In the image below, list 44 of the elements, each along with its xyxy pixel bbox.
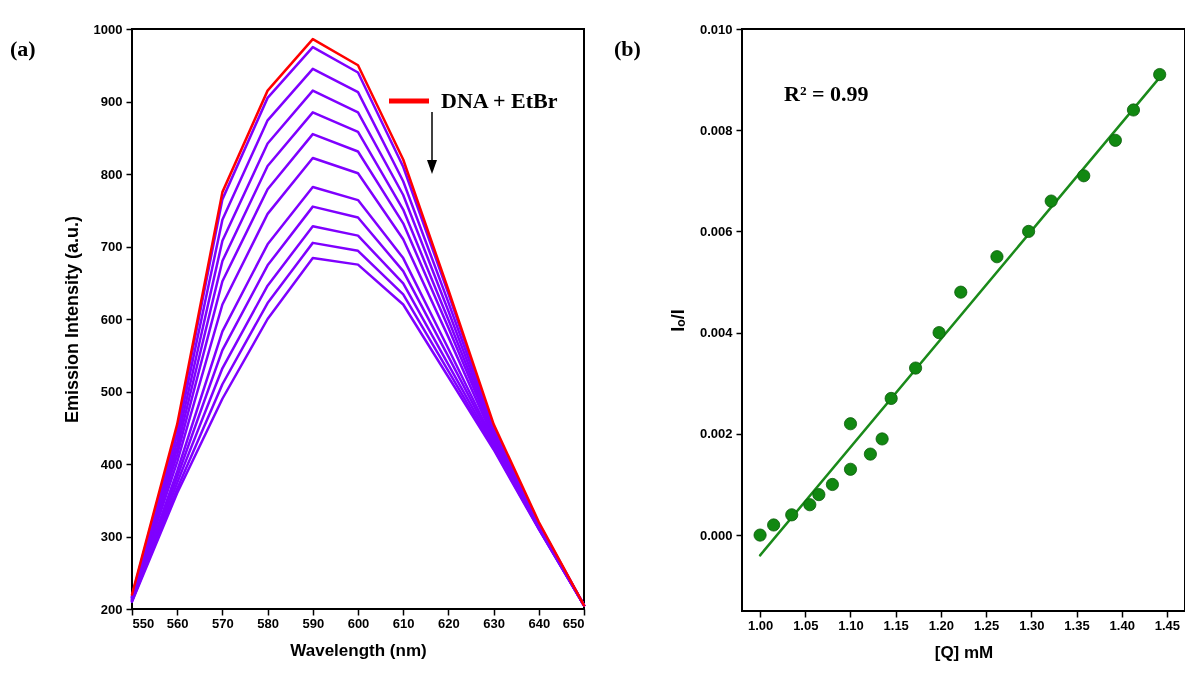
x-tick-label: 600 [347,615,370,631]
y-tick-label: 200 [100,601,123,617]
y-tick-label: 0.004 [699,325,734,341]
x-tick-label: 620 [438,615,460,631]
x-tick-label: 630 [483,615,505,631]
x-axis-title: [Q] mM [934,642,994,662]
x-tick-label: 560 [166,615,189,631]
x-axis-title: Wavelength (nm) [290,640,427,660]
y-tick-label: 0.006 [699,223,733,239]
x-tick-label: 570 [212,615,234,631]
x-tick-label: 1.40 [1109,617,1135,633]
x-tick-label: 1.00 [747,617,774,633]
x-tick-label: 550 [132,615,155,631]
x-tick-label: 1.45 [1154,617,1181,633]
y-axis-title: Iₒ/I [667,309,688,332]
y-tick-label: 0.000 [699,527,733,543]
x-tick-label: 1.25 [973,617,1000,633]
x-tick-label: 1.10 [838,617,864,633]
legend-label: DNA + EtBr [441,88,558,113]
x-tick-label: 1.20 [928,617,955,633]
y-axis-title: Emission Intensity (a.u.) [61,215,82,424]
x-tick-label: 650 [562,615,585,631]
y-tick-label: 0.002 [699,426,733,442]
y-tick-label: 900 [100,94,123,109]
y-tick-label: 1000 [93,21,123,37]
x-tick-label: 640 [528,615,551,631]
y-tick-label: 500 [100,384,123,399]
y-tick-label: 0.008 [699,122,733,138]
x-tick-label: 1.30 [1019,617,1045,633]
x-tick-label: 1.15 [883,617,909,633]
chart-title: (b) [614,36,641,61]
y-tick-label: 700 [100,239,123,254]
x-tick-label: 580 [257,615,279,631]
y-tick-label: 400 [100,456,123,472]
x-tick-label: 590 [302,615,325,631]
y-tick-label: 300 [100,529,123,544]
y-tick-label: 600 [100,311,123,327]
chart-title: (a) [10,36,36,61]
x-tick-label: 1.05 [793,617,819,633]
x-tick-label: 610 [392,615,415,631]
annotation: R² = 0.99 [784,81,869,106]
y-tick-label: 800 [100,166,123,182]
x-tick-label: 1.35 [1064,617,1090,633]
y-tick-label: 0.010 [699,21,733,37]
